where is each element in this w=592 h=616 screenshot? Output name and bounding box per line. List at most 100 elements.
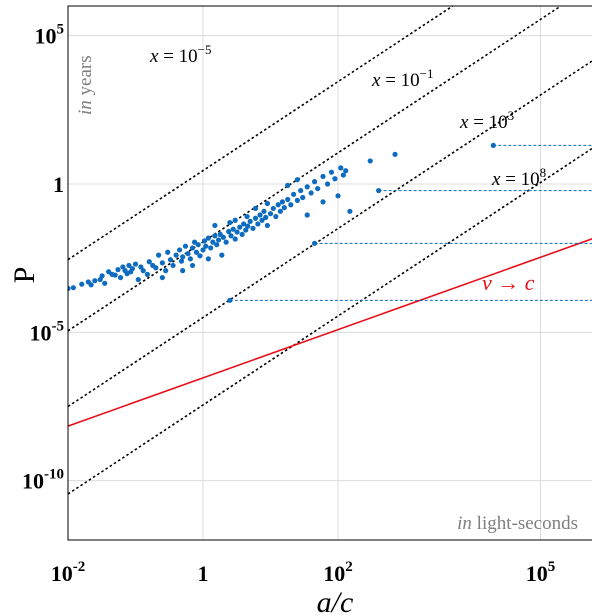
x-tick-labels: 10-2 1 102 105 — [51, 559, 556, 586]
data-point-98 — [332, 176, 338, 182]
data-point-51 — [210, 239, 216, 245]
data-point-20 — [132, 261, 139, 267]
data-point-19 — [129, 266, 136, 272]
segment-start-point-1 — [376, 187, 382, 194]
constant-x-label-1: x = 10−1 — [371, 66, 434, 91]
data-point-13 — [117, 274, 124, 281]
segment-start-point-0 — [490, 142, 496, 149]
x-tick-label-0: 10-2 — [51, 559, 86, 586]
y-tick-label-1: 1 — [53, 172, 64, 197]
data-point-48 — [203, 243, 209, 249]
data-point-82 — [277, 208, 283, 214]
data-point-42 — [191, 239, 198, 245]
data-point-113 — [252, 205, 259, 212]
data-point-35 — [176, 247, 183, 253]
segment-start-point-3 — [227, 297, 233, 303]
data-point-86 — [288, 202, 294, 208]
data-point-110 — [159, 274, 165, 281]
data-point-71 — [252, 215, 259, 221]
data-point-47 — [201, 238, 208, 244]
data-point-50 — [208, 245, 214, 251]
data-point-100 — [340, 172, 346, 178]
data-point-1 — [70, 285, 76, 291]
data-point-56 — [219, 252, 225, 258]
data-point-17 — [126, 262, 132, 269]
data-point-27 — [153, 265, 159, 271]
x-tick-label-2: 102 — [323, 559, 353, 586]
data-point-52 — [212, 233, 218, 239]
y-corner-note: in years — [75, 55, 96, 115]
data-point-0 — [68, 285, 71, 292]
data-point-93 — [311, 179, 318, 185]
data-point-90 — [300, 194, 306, 201]
data-point-70 — [250, 225, 256, 231]
v-label: v — [482, 270, 492, 295]
data-point-40 — [187, 256, 193, 262]
constant-x-line-0 — [68, 6, 455, 261]
horizontal-segments — [227, 142, 592, 303]
data-point-41 — [189, 245, 196, 251]
data-point-44 — [195, 242, 201, 248]
data-point-97 — [328, 169, 335, 175]
data-point-104 — [347, 208, 353, 214]
data-point-22 — [138, 264, 144, 270]
x-axis-label: a/c — [317, 586, 354, 616]
data-point-88 — [294, 197, 300, 204]
data-point-66 — [241, 221, 247, 227]
data-point-31 — [165, 249, 171, 255]
data-point-107 — [180, 268, 186, 274]
x-tick-label-3: 105 — [526, 559, 556, 586]
data-point-7 — [99, 273, 105, 279]
data-point-95 — [320, 173, 326, 180]
data-point-11 — [112, 272, 118, 278]
data-point-8 — [102, 280, 108, 286]
data-point-37 — [180, 254, 186, 260]
data-point-115 — [232, 217, 238, 223]
data-point-80 — [273, 213, 279, 220]
data-point-25 — [146, 259, 152, 265]
data-point-64 — [237, 224, 243, 230]
data-point-96 — [324, 181, 331, 187]
data-point-46 — [200, 247, 206, 253]
data-point-38 — [182, 243, 189, 249]
v-to-c-label: v → c — [482, 270, 535, 295]
data-point-76 — [263, 214, 269, 220]
data-point-105 — [367, 158, 373, 164]
data-point-79 — [270, 205, 276, 212]
data-point-117 — [285, 182, 291, 188]
data-point-32 — [167, 257, 174, 263]
data-point-119 — [304, 212, 310, 218]
data-point-87 — [291, 191, 297, 197]
data-point-30 — [163, 268, 169, 274]
data-point-99 — [338, 165, 344, 171]
data-point-75 — [261, 208, 267, 214]
data-point-43 — [193, 249, 200, 255]
data-point-24 — [144, 271, 150, 277]
constant-x-line-3 — [68, 147, 592, 495]
v-to-c-line — [68, 238, 592, 427]
data-point-85 — [285, 196, 291, 203]
data-point-62 — [232, 236, 238, 242]
data-point-72 — [255, 221, 261, 227]
arrow-label: → — [492, 270, 525, 295]
c-label: c — [525, 270, 535, 295]
data-point-101 — [343, 168, 349, 174]
data-point-60 — [228, 233, 234, 239]
plot-frame — [67, 5, 592, 541]
data-point-58 — [223, 239, 229, 245]
data-point-114 — [264, 200, 271, 207]
data-point-67 — [243, 227, 249, 233]
data-point-78 — [267, 211, 274, 217]
data-point-34 — [173, 252, 179, 258]
data-point-45 — [197, 253, 203, 259]
data-point-74 — [259, 217, 265, 223]
data-point-73 — [257, 212, 263, 218]
data-point-109 — [205, 256, 211, 262]
data-point-29 — [159, 260, 165, 266]
data-point-112 — [244, 213, 250, 220]
data-point-92 — [308, 190, 314, 196]
data-point-5 — [92, 278, 98, 284]
data-point-39 — [185, 251, 191, 257]
constant-x-label-0: x = 10−5 — [149, 42, 212, 67]
